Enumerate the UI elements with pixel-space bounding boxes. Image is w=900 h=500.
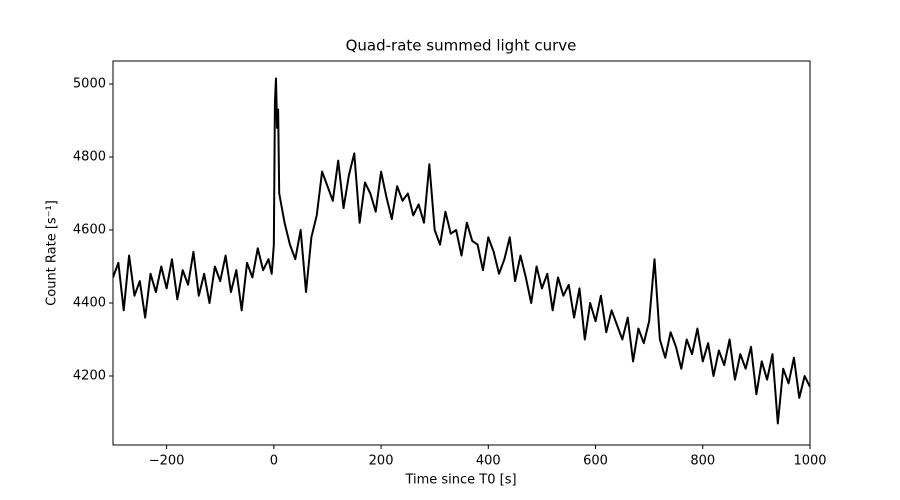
- x-tick-label: 600: [583, 454, 608, 469]
- x-tick-label: −200: [149, 454, 185, 469]
- chart-title: Quad-rate summed light curve: [346, 37, 577, 55]
- x-tick-label: 400: [476, 454, 501, 469]
- y-tick-label: 4800: [73, 150, 106, 165]
- x-tick-label: 0: [270, 454, 278, 469]
- y-axis-label: Count Rate [s⁻¹]: [45, 200, 60, 306]
- y-tick-label: 5000: [73, 76, 106, 91]
- x-axis-label: Time since T0 [s]: [404, 473, 516, 488]
- x-tick-label: 200: [369, 454, 394, 469]
- x-tick-label: 800: [690, 454, 715, 469]
- x-tick-label: 1000: [793, 454, 826, 469]
- y-tick-label: 4400: [73, 296, 106, 311]
- plot-frame: [112, 60, 811, 446]
- y-tick-label: 4600: [73, 223, 106, 238]
- data-line: [113, 77, 810, 425]
- y-tick-label: 4200: [73, 369, 106, 384]
